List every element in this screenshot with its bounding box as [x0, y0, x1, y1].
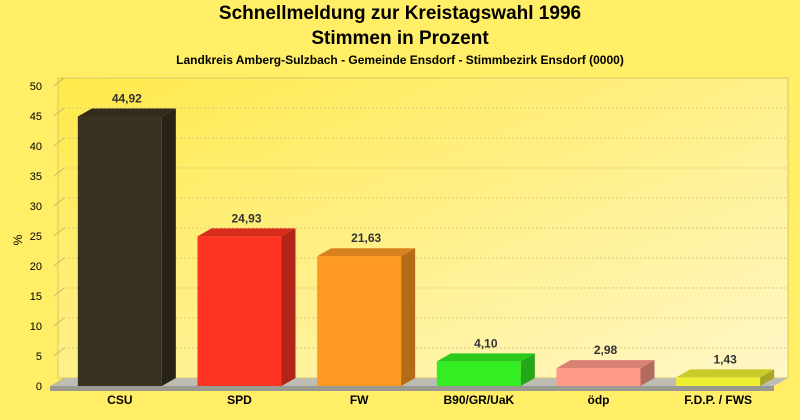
bar-side — [760, 369, 775, 386]
chart-subtitle-line: Stimmen in Prozent — [311, 28, 489, 49]
bar-FW: 21,63 — [317, 231, 416, 386]
data-label: 21,63 — [351, 231, 381, 245]
bar-F.D.P. / FWS: 1,43 — [676, 352, 775, 386]
y-tick-label: 50 — [30, 81, 42, 93]
bar-top — [197, 228, 296, 237]
bars: 44,92 24,93 21,63 4,10 2,98 1,43 — [77, 91, 775, 386]
bar-top — [436, 353, 535, 362]
x-tick-label: FW — [350, 393, 369, 407]
bar-side — [281, 228, 296, 386]
y-tick-label: 0 — [36, 381, 42, 393]
bar-side — [401, 248, 416, 386]
grid-line-depth — [53, 137, 65, 147]
data-label: 44,92 — [112, 91, 142, 105]
x-tick-label: B90/GR/UaK — [443, 393, 514, 407]
category-labels: CSU SPD FW B90/GR/UaK ödp F.D.P. / FWS — [107, 393, 752, 407]
plot-floor-edge — [50, 386, 774, 391]
x-tick-label: CSU — [107, 393, 132, 407]
x-tick-label: F.D.P. / FWS — [684, 393, 752, 407]
bar-CSU: 44,92 — [77, 91, 176, 386]
bar-SPD: 24,93 — [197, 211, 296, 386]
chart-subtitle: Landkreis Amberg-Sulzbach - Gemeinde Ens… — [176, 53, 624, 67]
grid-line-depth — [53, 77, 65, 87]
y-tick-label: 15 — [30, 291, 42, 303]
y-tick-label: 30 — [30, 201, 42, 213]
bar-top — [317, 248, 416, 257]
bar-front — [676, 377, 761, 386]
y-tick-label: 5 — [36, 351, 42, 363]
data-label: 24,93 — [231, 211, 261, 225]
bar-front — [556, 368, 641, 386]
data-label: 1,43 — [713, 352, 737, 366]
y-tick-label: 25 — [30, 231, 42, 243]
bar-ödp: 2,98 — [556, 343, 655, 386]
grid-line-depth — [53, 377, 65, 387]
grid-line-depth — [53, 287, 65, 297]
bar-front — [317, 256, 402, 386]
y-tick-label: 45 — [30, 111, 42, 123]
chart-title: Schnellmeldung zur Kreistagswahl 1996 — [218, 3, 582, 24]
grid-lines — [53, 77, 788, 387]
bar-front — [436, 361, 521, 386]
grid-line-depth — [53, 347, 65, 357]
bar-side — [161, 108, 176, 386]
grid-line-depth — [53, 227, 65, 237]
y-tick-label: 10 — [30, 321, 42, 333]
bar-side — [520, 353, 535, 386]
bar-front — [197, 236, 282, 386]
data-label: 4,10 — [474, 336, 498, 350]
bar-top — [676, 369, 775, 378]
grid-line-depth — [53, 317, 65, 327]
y-axis-label: % — [11, 234, 25, 245]
bar-top — [556, 360, 655, 369]
x-tick-label: ödp — [588, 393, 610, 407]
plot-back-wall — [57, 77, 789, 379]
data-label: 2,98 — [594, 343, 618, 357]
bar-B90/GR/UaK: 4,10 — [436, 336, 535, 386]
bar-side — [640, 360, 655, 386]
bar-top — [77, 108, 176, 117]
y-axis-ticks: 0 5 10 15 20 25 30 35 40 45 50 — [30, 81, 42, 393]
grid-line-depth — [53, 257, 65, 267]
grid-line-depth — [53, 107, 65, 117]
y-tick-label: 40 — [30, 141, 42, 153]
bar-front — [77, 116, 162, 386]
y-tick-label: 35 — [30, 171, 42, 183]
x-tick-label: SPD — [227, 393, 252, 407]
grid-line-depth — [53, 167, 65, 177]
grid-line-depth — [53, 197, 65, 207]
y-tick-label: 20 — [30, 261, 42, 273]
